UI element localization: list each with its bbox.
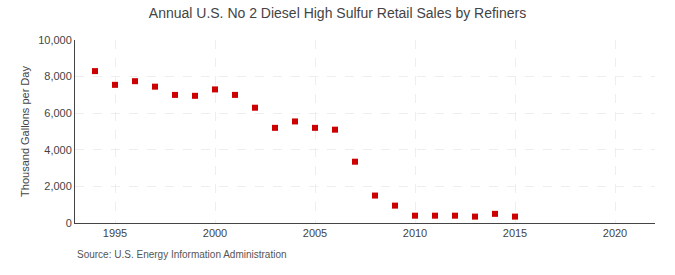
svg-text:2010: 2010 — [403, 227, 427, 239]
svg-text:2015: 2015 — [503, 227, 527, 239]
svg-text:6,000: 6,000 — [44, 107, 72, 119]
svg-text:10,000: 10,000 — [38, 34, 72, 46]
svg-text:Annual U.S. No 2 Diesel High S: Annual U.S. No 2 Diesel High Sulfur Reta… — [149, 5, 526, 21]
svg-text:Source: U.S. Energy Informatio: Source: U.S. Energy Information Administ… — [77, 249, 287, 260]
svg-text:Thousand Gallons per Day: Thousand Gallons per Day — [19, 66, 31, 197]
svg-text:4,000: 4,000 — [44, 144, 72, 156]
svg-text:2020: 2020 — [603, 227, 627, 239]
svg-text:0: 0 — [66, 217, 72, 229]
svg-text:1995: 1995 — [103, 227, 127, 239]
svg-text:8,000: 8,000 — [44, 70, 72, 82]
svg-text:2005: 2005 — [303, 227, 327, 239]
svg-text:2,000: 2,000 — [44, 180, 72, 192]
svg-text:2000: 2000 — [203, 227, 227, 239]
